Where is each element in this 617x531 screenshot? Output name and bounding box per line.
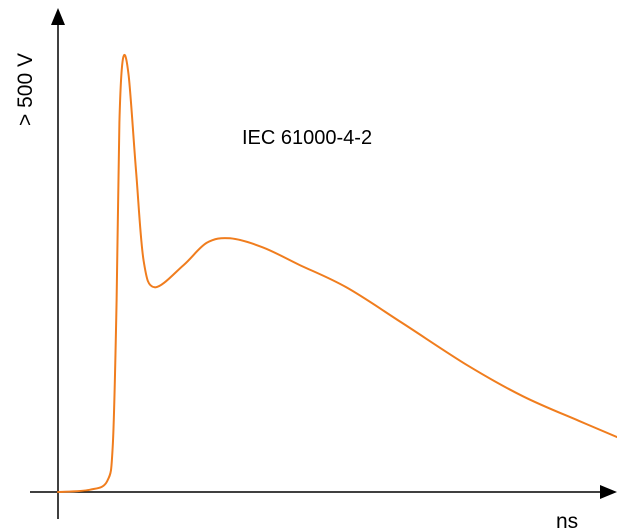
x-axis-label: ns: [556, 510, 578, 531]
chart-title: IEC 61000-4-2: [242, 127, 372, 149]
series-line: [57, 53, 617, 493]
axes: [30, 8, 617, 519]
y-axis-label: > 500 V: [14, 53, 37, 126]
x-axis-arrow: [600, 485, 617, 499]
y-axis-arrow: [51, 8, 65, 25]
